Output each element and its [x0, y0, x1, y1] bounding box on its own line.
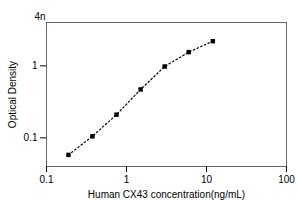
svg-text:0.1: 0.1: [24, 132, 38, 143]
svg-text:4n: 4n: [35, 11, 46, 22]
svg-text:10: 10: [201, 174, 213, 185]
svg-text:Optical Density: Optical Density: [7, 61, 18, 128]
svg-text:1: 1: [124, 174, 130, 185]
svg-text:0.1: 0.1: [40, 174, 54, 185]
svg-text:100: 100: [278, 174, 295, 185]
svg-text:Human CX43 concentration(ng/mL: Human CX43 concentration(ng/mL): [88, 189, 245, 200]
svg-text:1: 1: [32, 60, 38, 71]
